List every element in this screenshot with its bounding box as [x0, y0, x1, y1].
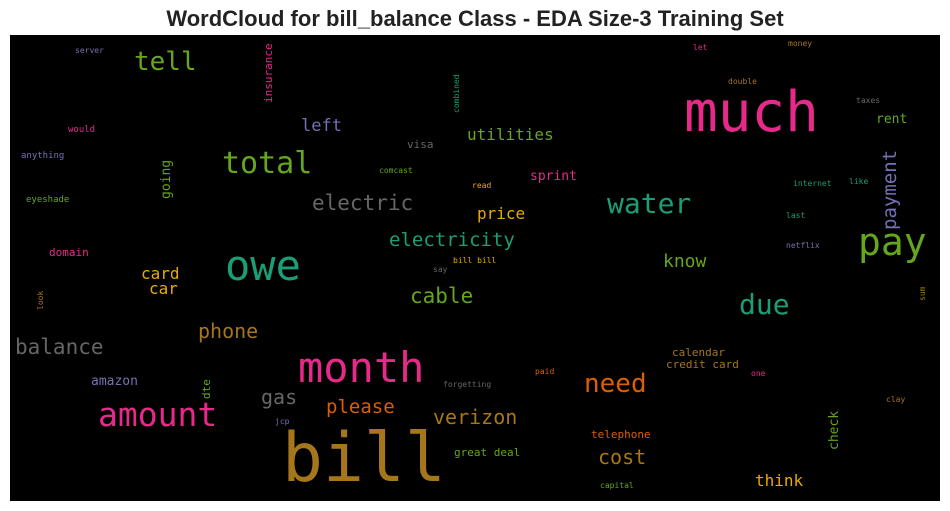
word-electric: electric — [312, 191, 414, 215]
word-electricity: electricity — [389, 229, 515, 251]
word-amount: amount — [98, 395, 218, 434]
word-gas: gas — [261, 385, 298, 409]
word-cloud: bill much owe month pay amount total wat… — [10, 35, 940, 501]
word-bill-bill: bill bill — [453, 256, 497, 265]
word-balance: balance — [15, 335, 104, 359]
word-one: one — [751, 369, 766, 378]
word-verizon: verizon — [433, 405, 518, 429]
word-amazon: amazon — [91, 374, 138, 389]
word-say: say — [433, 265, 448, 274]
word-domain: domain — [49, 246, 89, 259]
word-taxes: taxes — [856, 96, 881, 105]
word-think: think — [755, 471, 804, 490]
word-calendar: calendar — [672, 346, 725, 359]
word-check: check — [827, 410, 842, 450]
word-sprint: sprint — [530, 169, 577, 184]
word-price: price — [477, 204, 526, 223]
word-paid: paid — [535, 367, 555, 376]
word-last: last — [786, 211, 806, 220]
word-please: please — [326, 396, 395, 418]
word-anything: anything — [21, 151, 65, 161]
word-month: month — [298, 343, 425, 392]
word-due: due — [739, 288, 790, 321]
word-utilities: utilities — [467, 125, 554, 144]
word-card: card — [141, 264, 180, 283]
word-double: double — [728, 77, 757, 86]
word-left: left — [301, 116, 342, 136]
word-would: would — [68, 125, 96, 135]
word-tell: tell — [134, 47, 197, 77]
word-phone: phone — [198, 319, 259, 343]
word-comcast: comcast — [379, 166, 413, 175]
word-rent: rent — [876, 112, 908, 127]
word-need: need — [584, 369, 647, 399]
word-insurance: insurance — [262, 43, 275, 103]
word-water: water — [607, 187, 692, 220]
word-cable: cable — [410, 284, 474, 308]
word-going: going — [159, 159, 174, 199]
word-payment: payment — [879, 149, 901, 230]
word-read: read — [472, 181, 492, 190]
word-combined: combined — [452, 74, 461, 113]
chart-title: WordCloud for bill_balance Class - EDA S… — [166, 6, 784, 31]
word-know: know — [663, 251, 707, 272]
word-dte: dte — [200, 379, 213, 399]
word-look: look — [36, 290, 45, 310]
word-internet: internet — [793, 179, 832, 188]
word-eyeshade: eyeshade — [26, 195, 70, 205]
word-sum: sum — [918, 286, 927, 301]
word-visa: visa — [407, 138, 434, 151]
word-car: car — [149, 279, 178, 298]
word-credit-card: credit card — [666, 358, 739, 371]
word-let: let — [693, 43, 708, 52]
word-server: server — [75, 46, 104, 55]
word-telephone: telephone — [591, 428, 651, 441]
word-much: much — [684, 80, 819, 145]
word-jcp: jcp — [275, 417, 290, 426]
word-total: total — [222, 146, 313, 181]
word-clay: clay — [886, 395, 906, 404]
word-owe: owe — [225, 241, 301, 290]
word-pay: pay — [858, 220, 927, 264]
word-cost: cost — [598, 445, 647, 469]
word-bill: bill — [282, 419, 446, 498]
word-netflix: netflix — [786, 241, 820, 250]
word-forgetting: forgetting — [443, 380, 492, 389]
word-capital: capital — [600, 481, 634, 490]
word-money: money — [788, 39, 813, 48]
word-like: like — [849, 177, 869, 186]
word-great-deal: great deal — [454, 446, 521, 459]
